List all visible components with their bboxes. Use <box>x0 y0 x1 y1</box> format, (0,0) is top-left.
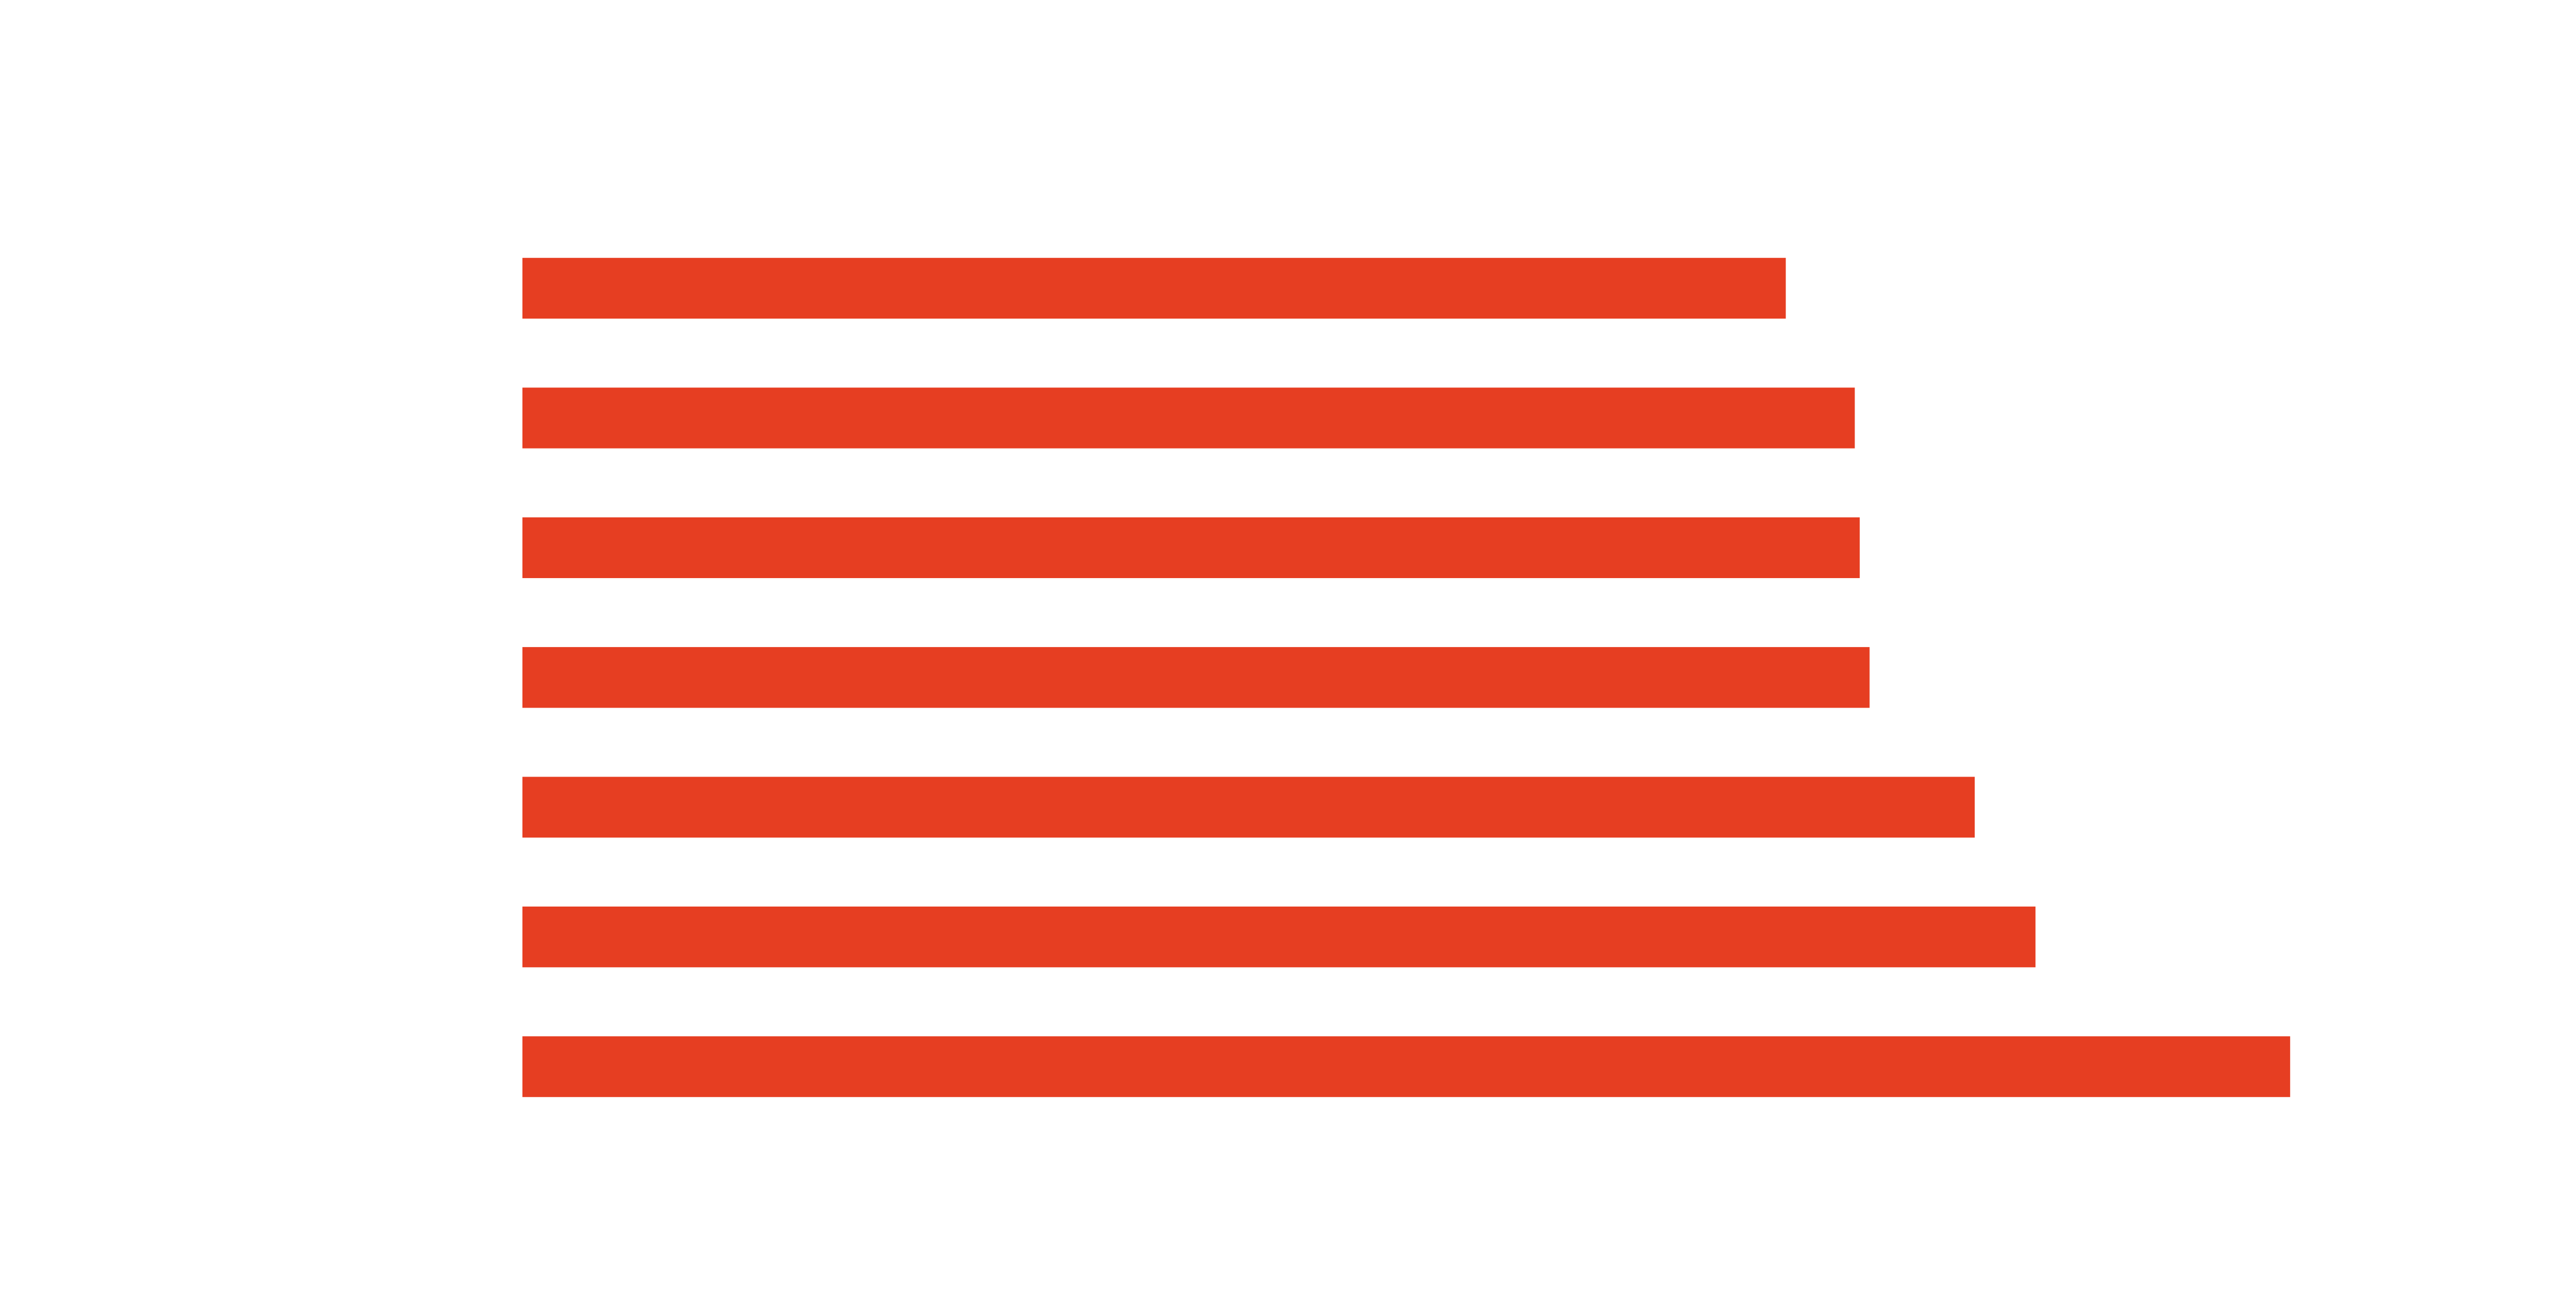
bar <box>522 777 1975 838</box>
bar <box>522 647 1870 708</box>
bar <box>522 1036 2290 1097</box>
bar <box>522 257 1786 319</box>
bar <box>522 517 1860 579</box>
bar <box>522 906 2036 968</box>
bar <box>522 387 1855 449</box>
